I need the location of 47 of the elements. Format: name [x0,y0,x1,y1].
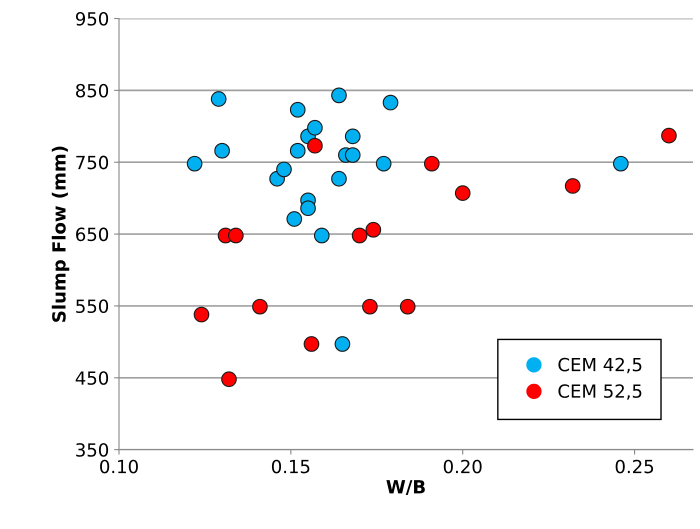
y-axis-title: Slump Flow (mm) [52,146,70,322]
point [366,222,382,238]
point [252,298,268,314]
point [344,128,361,144]
point [382,94,398,110]
point [331,170,347,187]
point [307,138,323,154]
legend-label: CEM 42,5 [558,358,642,374]
point [344,147,361,163]
point [661,128,677,144]
point [352,228,368,244]
y-tick-label: 750 [76,156,108,170]
point [290,142,306,159]
y-tick-label: 650 [76,228,108,242]
point [400,298,416,314]
legend-label: CEM 52,5 [558,384,642,400]
y-tick-label: 450 [76,371,108,385]
point [221,371,237,388]
point [214,142,230,159]
point [186,156,202,172]
x-tick-label: 0.10 [100,460,138,474]
point [376,156,392,172]
point [210,91,227,107]
x-tick-label: 0.25 [616,460,654,474]
point [331,88,347,104]
point [300,200,316,216]
point [612,156,629,172]
point [564,178,581,194]
x-tick-label: 0.20 [444,460,482,474]
point [290,102,306,118]
point [228,228,244,244]
point [194,306,210,322]
y-tick-label: 350 [76,443,108,457]
x-axis-title: W/B [386,480,425,496]
point [314,228,330,244]
y-tick-label: 850 [76,84,108,98]
point [454,185,471,201]
point [286,211,302,227]
y-tick-label: 950 [76,12,108,26]
point [307,120,323,136]
point [424,156,440,172]
point [334,336,350,352]
x-tick-label: 0.15 [272,460,310,474]
y-tick-label: 550 [76,299,108,314]
point [276,162,292,178]
point [362,298,378,314]
point [304,336,320,352]
